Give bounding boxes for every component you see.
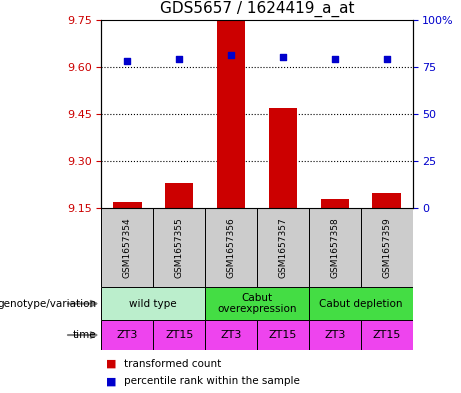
Point (124, 58, 131, 64)
Bar (153, 208, 205, 287)
Bar (101, 320, 153, 350)
Bar (113, 202, 142, 208)
Text: percentile rank within the sample: percentile rank within the sample (124, 376, 301, 386)
Bar (205, 287, 309, 320)
Text: transformed count: transformed count (124, 358, 222, 369)
Bar (205, 320, 257, 350)
Bar (309, 208, 361, 287)
Text: GSM1657354: GSM1657354 (123, 217, 132, 278)
Text: ZT3: ZT3 (324, 330, 345, 340)
Point (279, 54, 287, 61)
Text: Cabut
overexpression: Cabut overexpression (217, 293, 297, 314)
Point (176, 56, 183, 62)
Text: ZT3: ZT3 (220, 330, 242, 340)
Text: GSM1657358: GSM1657358 (330, 217, 339, 278)
Text: ZT15: ZT15 (372, 330, 401, 340)
Bar (309, 287, 413, 320)
Text: genotype/variation: genotype/variation (0, 299, 97, 309)
Bar (269, 108, 297, 208)
Text: wild type: wild type (130, 299, 177, 309)
Bar (320, 199, 349, 208)
Bar (257, 320, 309, 350)
Bar (309, 320, 361, 350)
Text: ZT15: ZT15 (165, 330, 194, 340)
Bar (361, 320, 413, 350)
Title: GDS5657 / 1624419_a_at: GDS5657 / 1624419_a_at (160, 1, 354, 17)
Text: ■: ■ (106, 376, 117, 386)
Text: Cabut depletion: Cabut depletion (319, 299, 402, 309)
Text: ■: ■ (106, 358, 117, 369)
Text: ZT15: ZT15 (269, 330, 297, 340)
Bar (205, 208, 257, 287)
Text: GSM1657357: GSM1657357 (278, 217, 288, 278)
Bar (361, 208, 413, 287)
Point (383, 56, 390, 62)
Text: time: time (73, 330, 97, 340)
Bar (217, 20, 245, 208)
Text: ZT3: ZT3 (117, 330, 138, 340)
Bar (372, 193, 401, 208)
Point (331, 56, 338, 62)
Bar (101, 287, 205, 320)
Text: GSM1657355: GSM1657355 (175, 217, 184, 278)
Point (227, 52, 235, 59)
Text: GSM1657356: GSM1657356 (226, 217, 236, 278)
Bar (101, 208, 153, 287)
Bar (257, 208, 309, 287)
Bar (165, 183, 194, 208)
Bar (153, 320, 205, 350)
Text: GSM1657359: GSM1657359 (382, 217, 391, 278)
